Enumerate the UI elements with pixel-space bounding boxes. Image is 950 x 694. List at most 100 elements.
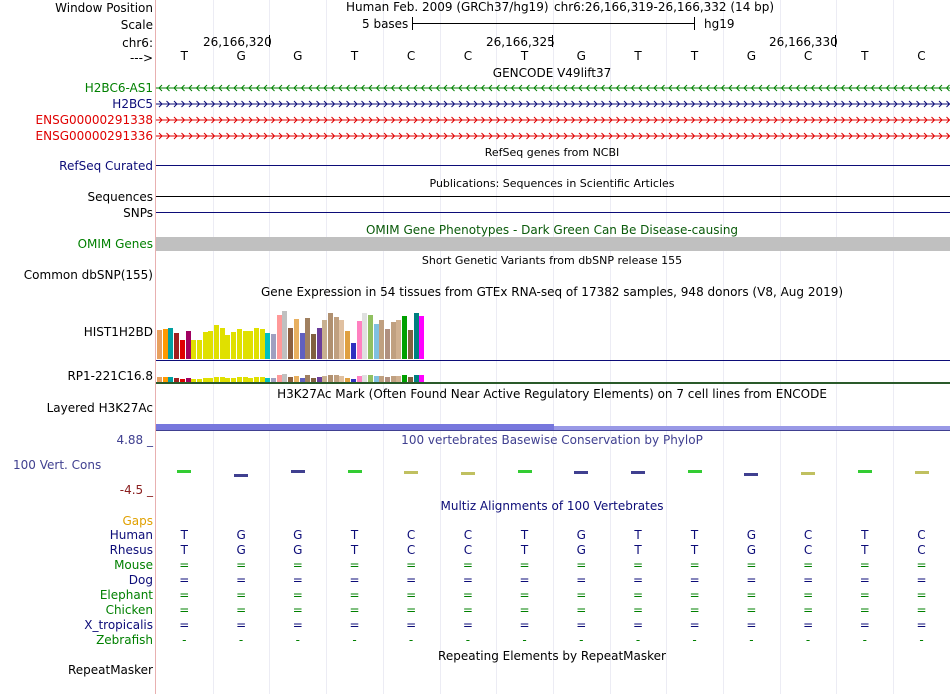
species-label[interactable]: Dog — [128, 573, 153, 587]
cons-label[interactable]: 100 Vert. Cons — [13, 458, 102, 472]
gtex-gene1-label[interactable]: HIST1H2BD — [83, 325, 153, 339]
gtex-bar-small[interactable] — [236, 377, 242, 382]
gtex-bar[interactable] — [191, 340, 197, 359]
gtex-bar[interactable] — [413, 313, 419, 359]
gtex-bar[interactable] — [305, 318, 311, 359]
gtex-bar-small[interactable] — [259, 377, 265, 382]
gtex-bar-small[interactable] — [162, 377, 168, 382]
phylop-mark[interactable] — [914, 471, 929, 474]
gtex-bar-small[interactable] — [310, 378, 316, 382]
gtex-bar-small[interactable] — [271, 378, 276, 382]
phylop-mark[interactable] — [631, 471, 645, 474]
gtex-bar-small[interactable] — [373, 376, 379, 382]
gtex-bar[interactable] — [179, 340, 185, 359]
gtex-bar[interactable] — [333, 317, 339, 359]
gtex-bar[interactable] — [208, 331, 214, 359]
gtex-bar-small[interactable] — [367, 375, 373, 382]
gtex-bar[interactable] — [402, 316, 408, 359]
gtex-bar[interactable] — [157, 330, 162, 359]
gtex-bar[interactable] — [407, 330, 413, 359]
phylop-mark[interactable] — [517, 470, 532, 473]
gtex-bar-small[interactable] — [219, 377, 225, 382]
gtex-bar[interactable] — [196, 340, 202, 359]
gtex-bar[interactable] — [379, 320, 385, 359]
gtex-bar[interactable] — [367, 315, 373, 359]
gtex-bar-small[interactable] — [265, 378, 271, 382]
species-label[interactable]: Elephant — [99, 588, 153, 602]
gencode-gene-label[interactable]: ENSG00000291336 — [35, 129, 153, 143]
gencode-gene-label[interactable]: H2BC6-AS1 — [84, 81, 153, 95]
gtex-bar[interactable] — [248, 331, 254, 359]
gtex-bar[interactable] — [276, 315, 282, 359]
gtex-bar[interactable] — [396, 320, 402, 359]
gtex-bar-small[interactable] — [179, 379, 185, 382]
gtex-bar-small[interactable] — [208, 378, 214, 382]
gencode-gene-line[interactable] — [156, 114, 950, 126]
phylop-mark[interactable] — [234, 474, 249, 477]
gencode-gene-line[interactable] — [156, 98, 950, 110]
gtex-bar-small[interactable] — [379, 376, 385, 382]
gtex-bar[interactable] — [174, 333, 180, 359]
gtex-bar-small[interactable] — [288, 377, 294, 382]
gtex-bar-small[interactable] — [350, 379, 356, 382]
gtex-bar[interactable] — [419, 316, 425, 359]
gtex-bar-small[interactable] — [385, 377, 390, 382]
gtex-bar-small[interactable] — [356, 376, 362, 382]
phylop-mark[interactable] — [687, 470, 702, 473]
gtex-bar[interactable] — [259, 329, 265, 359]
gtex-bar[interactable] — [345, 331, 351, 359]
gtex-bar[interactable] — [316, 328, 322, 359]
gtex-bar-small[interactable] — [362, 375, 368, 382]
gencode-gene-line[interactable] — [156, 82, 950, 94]
gtex-bar[interactable] — [265, 333, 271, 359]
gtex-bar-small[interactable] — [293, 376, 299, 382]
gtex-bar-small[interactable] — [253, 377, 259, 382]
gtex-bar-small[interactable] — [282, 374, 288, 382]
gtex-bar[interactable] — [253, 328, 259, 359]
species-label[interactable]: Rhesus — [109, 543, 153, 557]
gtex-bar-small[interactable] — [231, 378, 237, 382]
gtex-bar[interactable] — [373, 324, 379, 359]
gtex-bar-small[interactable] — [196, 379, 202, 382]
gtex-bar[interactable] — [219, 328, 225, 359]
gencode-gene-label[interactable]: H2BC5 — [112, 97, 153, 111]
gaps-label[interactable]: Gaps — [122, 514, 153, 528]
gtex-bar-small[interactable] — [402, 375, 408, 382]
species-label[interactable]: Zebrafish — [96, 633, 153, 647]
gtex-bar[interactable] — [390, 322, 396, 359]
gtex-bar-small[interactable] — [396, 376, 402, 382]
gtex-bar-small[interactable] — [276, 375, 282, 382]
gtex-bar-small[interactable] — [322, 376, 328, 382]
gtex-bar-small[interactable] — [339, 376, 345, 382]
phylop-mark[interactable] — [347, 470, 362, 473]
omim-gene-bar[interactable] — [156, 237, 950, 251]
gtex-bar-small[interactable] — [225, 378, 231, 382]
gtex-bar[interactable] — [350, 343, 356, 359]
gtex-bar[interactable] — [242, 331, 248, 359]
refseq-label[interactable]: RefSeq Curated — [59, 159, 153, 173]
h3k27ac-label[interactable]: Layered H3K27Ac — [46, 401, 153, 415]
omim-label[interactable]: OMIM Genes — [77, 237, 153, 251]
gtex-bar-small[interactable] — [157, 377, 162, 382]
gtex-bar-small[interactable] — [407, 377, 413, 382]
gtex-bar[interactable] — [168, 328, 174, 359]
species-label[interactable]: Chicken — [105, 603, 153, 617]
gtex-bar-small[interactable] — [299, 378, 305, 382]
gtex-bar[interactable] — [293, 319, 299, 359]
phylop-mark[interactable] — [801, 472, 816, 475]
gtex-bar-small[interactable] — [242, 377, 248, 382]
gtex-bar-small[interactable] — [248, 378, 254, 382]
gtex-bar[interactable] — [322, 320, 328, 359]
gtex-bar[interactable] — [288, 328, 294, 359]
gtex-bar-small[interactable] — [345, 378, 351, 382]
gtex-bar[interactable] — [339, 320, 345, 359]
gtex-bar[interactable] — [299, 333, 305, 359]
gtex-bar-small[interactable] — [419, 375, 425, 382]
gtex-bar-small[interactable] — [316, 377, 322, 382]
gtex-bar[interactable] — [231, 332, 237, 359]
phylop-mark[interactable] — [404, 471, 419, 474]
gtex-bar[interactable] — [162, 329, 168, 359]
gtex-bar[interactable] — [214, 325, 219, 359]
gtex-bar-small[interactable] — [168, 377, 174, 382]
